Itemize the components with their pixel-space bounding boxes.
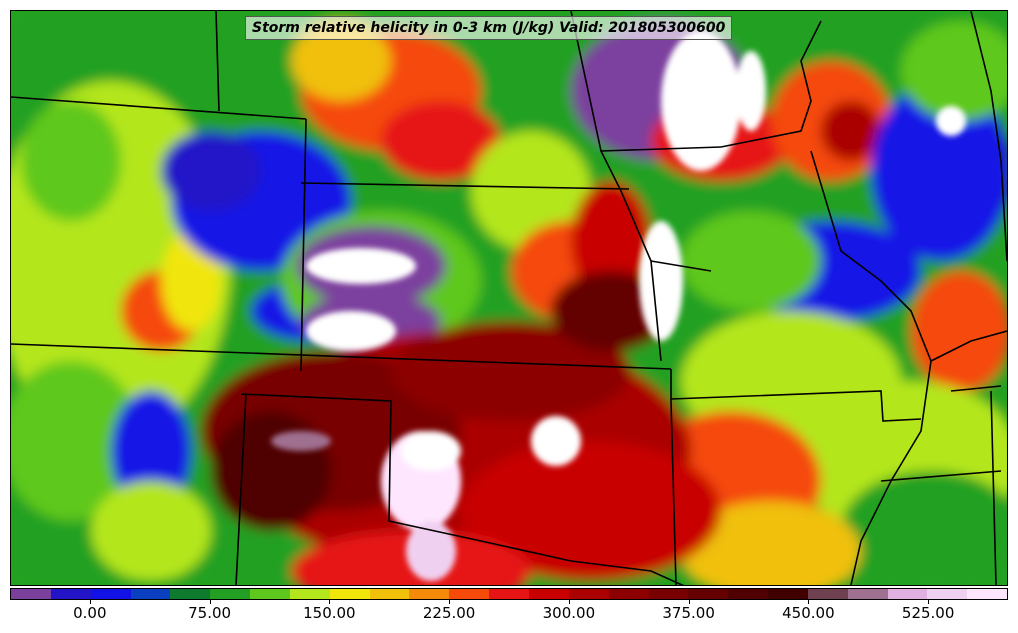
colorbar-tick-label: 225.00 xyxy=(422,604,476,622)
colorbar xyxy=(10,588,1008,600)
colorbar-segment xyxy=(289,589,330,599)
colorbar-segment xyxy=(449,589,490,599)
colorbar-segment xyxy=(130,589,171,599)
colorbar-segment xyxy=(50,589,91,599)
colorbar-tick-label: 525.00 xyxy=(901,604,955,622)
colorbar-tick xyxy=(688,600,690,604)
colorbar-segment xyxy=(568,589,609,599)
colorbar-segment xyxy=(847,589,888,599)
colorbar-segment xyxy=(369,589,410,599)
colorbar-segment xyxy=(887,589,928,599)
colorbar-segment xyxy=(409,589,450,599)
colorbar-segment xyxy=(967,589,1008,599)
colorbar-segment xyxy=(528,589,569,599)
colorbar-tick xyxy=(568,600,570,604)
colorbar-segment xyxy=(250,589,290,599)
high-helicity-cores xyxy=(271,31,966,581)
colorbar-segment xyxy=(807,589,848,599)
colorbar-segment xyxy=(728,589,769,599)
colorbar-segment xyxy=(768,589,808,599)
colorbar-tick xyxy=(449,600,451,604)
colorbar-tick-label: 375.00 xyxy=(662,604,715,622)
colorbar-segment xyxy=(11,589,51,599)
colorbar-segment xyxy=(688,589,729,599)
helicity-map xyxy=(11,11,1007,585)
colorbar-tick-label: 0.00 xyxy=(73,604,107,622)
colorbar-segment xyxy=(90,589,131,599)
colorbar-segment xyxy=(489,589,529,599)
colorbar-tick-label: 75.00 xyxy=(188,604,232,622)
colorbar-tick xyxy=(89,600,91,604)
colorbar-segment xyxy=(608,589,649,599)
state-boundaries xyxy=(11,11,1007,585)
colorbar-tick-label: 450.00 xyxy=(782,604,835,622)
map-panel xyxy=(10,10,1008,586)
colorbar-segment xyxy=(648,589,689,599)
colorbar-segment xyxy=(329,589,370,599)
colorbar-tick-label: 300.00 xyxy=(542,604,596,622)
colorbar-tick xyxy=(808,600,810,604)
helicity-field xyxy=(11,11,1007,585)
colorbar-ticks: 0.00 75.00 150.00 225.00 300.00 375.00 450.00 5… xyxy=(10,600,1008,630)
colorbar-segment xyxy=(170,589,211,599)
colorbar-tick-label: 150.00 xyxy=(303,604,356,622)
colorbar-tick xyxy=(928,600,930,604)
map-title: Storm relative helicity in 0-3 km (J/kg)… xyxy=(245,16,733,40)
colorbar-tick xyxy=(329,600,331,604)
colorbar-tick xyxy=(209,600,211,604)
colorbar-segment xyxy=(927,589,968,599)
colorbar-segment xyxy=(210,589,251,599)
